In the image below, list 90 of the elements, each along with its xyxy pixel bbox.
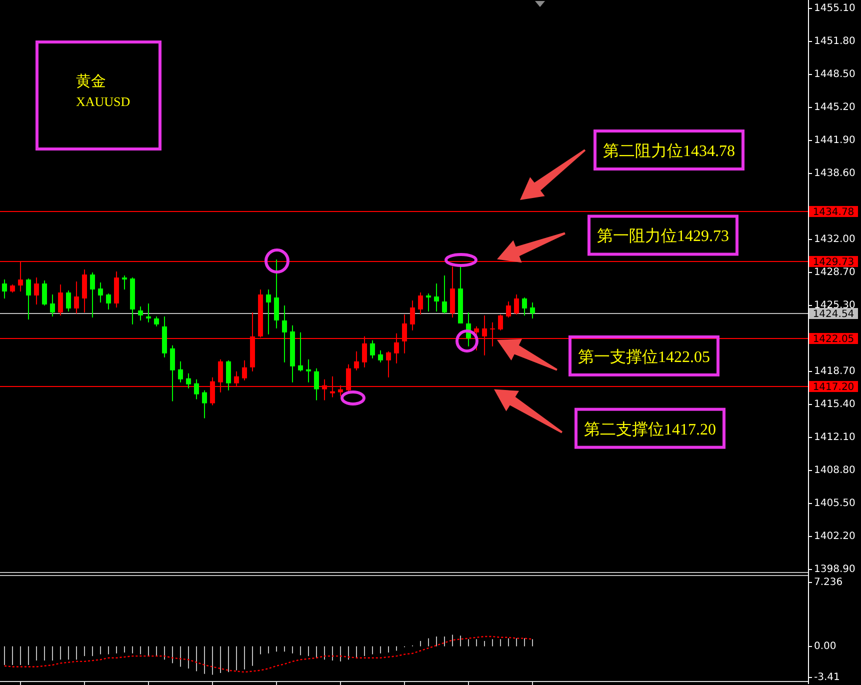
y-tick-label: 1425.30 (814, 300, 856, 311)
y-tick-label: 1405.50 (814, 498, 856, 509)
candlestick (434, 283, 439, 312)
annotation: 第一阻力位1429.73 (497, 214, 738, 263)
y-tick-label: 1455.10 (814, 3, 856, 14)
annotation: 第二阻力位1434.78 (520, 130, 744, 200)
candlestick (442, 275, 447, 314)
candlestick (322, 378, 327, 401)
ref-line-label: 1417.20 (812, 382, 854, 393)
candlestick (74, 281, 79, 314)
candlestick (346, 364, 351, 392)
candlestick (242, 360, 247, 381)
candlestick (498, 314, 503, 331)
candlestick (354, 350, 359, 371)
candlestick (178, 360, 183, 383)
candlestick (226, 360, 231, 391)
candlestick (402, 314, 407, 354)
annotation: 第一支撑位1422.05 (497, 335, 720, 376)
candlestick (514, 294, 519, 315)
candlestick (386, 350, 391, 378)
candlestick (90, 272, 95, 318)
y-tick-label: 1402.20 (814, 531, 856, 542)
candlestick (82, 269, 87, 313)
candlestick (410, 300, 415, 331)
candlestick (314, 368, 319, 401)
y-tick-label: -3.41 (814, 672, 840, 683)
annotation: 第一支撑位1422.05 (578, 348, 710, 366)
candlestick (378, 350, 383, 363)
annotation: 第一阻力位1429.73 (597, 227, 729, 246)
candlestick (490, 322, 495, 347)
candlestick (2, 279, 7, 299)
candlestick (186, 372, 191, 389)
candlestick (266, 288, 271, 335)
candlestick (66, 290, 71, 312)
y-tick-label: 1398.90 (814, 564, 856, 575)
candlestick (170, 344, 175, 402)
candlestick (522, 296, 527, 316)
candlestick (42, 280, 47, 306)
ref-line-label: 1424.54 (812, 309, 854, 320)
candlestick (530, 302, 535, 319)
text: XAUUSD (76, 94, 130, 109)
y-tick-label: 7.236 (814, 577, 843, 588)
y-tick-label: 1448.50 (814, 69, 856, 80)
y-tick-label: 1415.40 (814, 399, 856, 410)
text: 黄金 (76, 72, 106, 90)
candlestick (154, 316, 159, 327)
candlestick (58, 284, 63, 316)
candlestick (298, 332, 303, 372)
y-tick-label: 1418.70 (814, 366, 856, 377)
y-tick-label: 1432.00 (814, 234, 856, 245)
annotation: 第二阻力位1434.78 (603, 142, 735, 160)
y-tick-label: 1441.90 (814, 135, 856, 146)
candlestick (362, 336, 367, 368)
y-tick-label: 1412.10 (814, 432, 856, 443)
candlestick (194, 378, 199, 400)
ref-line-label: 1429.73 (812, 257, 854, 268)
candlestick (234, 370, 239, 387)
y-tick-label: 1408.80 (814, 465, 856, 476)
candlestick (394, 332, 399, 364)
candlestick (26, 278, 31, 320)
annotation: 第二支撑位1417.20 (584, 420, 716, 438)
candlestick (418, 292, 423, 315)
candlestick (18, 261, 23, 292)
candlestick (106, 292, 111, 310)
y-tick-label: 1438.60 (814, 168, 856, 179)
candlestick (210, 376, 215, 406)
candlestick (202, 390, 207, 419)
candlestick (138, 306, 143, 321)
candlestick (506, 300, 511, 318)
ref-line-label: 1434.78 (812, 207, 854, 218)
candlestick (122, 275, 127, 290)
annotation: 第二支撑位1417.20 (494, 389, 726, 449)
y-tick-label: 1451.80 (814, 36, 856, 47)
candlestick (338, 384, 343, 397)
y-tick-label: 1445.20 (814, 102, 856, 113)
candlestick (370, 340, 375, 359)
candlestick (426, 292, 431, 312)
candlestick (306, 358, 311, 383)
candlestick (98, 282, 103, 303)
candlestick (330, 376, 335, 398)
candlestick (50, 294, 55, 317)
candlestick (146, 302, 151, 323)
ref-line-label: 1422.05 (812, 334, 854, 345)
candlestick (274, 259, 279, 329)
y-tick-label: 1428.70 (814, 267, 856, 278)
candlestick (34, 277, 39, 305)
y-tick-label: 0.00 (814, 641, 836, 652)
candlestick (282, 304, 287, 363)
candlestick (482, 314, 487, 356)
candlestick (218, 358, 223, 393)
